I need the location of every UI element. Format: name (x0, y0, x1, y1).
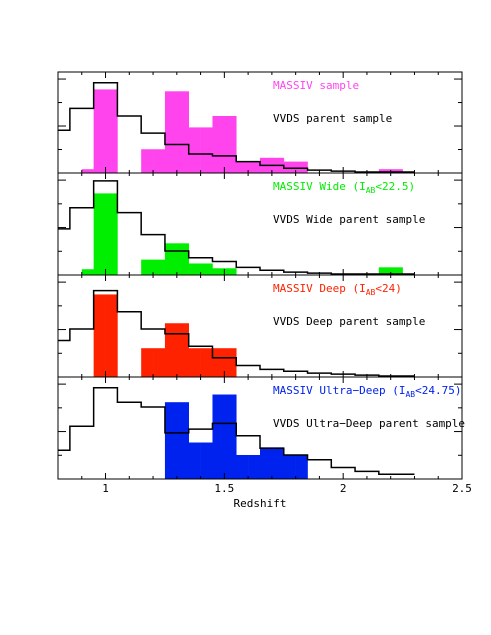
legend-subscript: AB (366, 186, 376, 195)
panel-4: MASSIV Ultra−Deep (IAB<24.75) VVDS Ultra−… (57, 376, 465, 480)
vvds-legend-label: VVDS Deep parent sample (273, 315, 425, 328)
x-axis: 1 1.5 2 2.5 (102, 482, 472, 495)
massiv-bar (378, 267, 392, 275)
massiv-bar (188, 127, 201, 173)
massiv-legend-label: MASSIV Wide (IAB<22.5) (273, 180, 415, 195)
massiv-bar (283, 161, 296, 173)
massiv-bar (224, 394, 237, 479)
massiv-legend-label: MASSIV sample (273, 79, 359, 92)
massiv-bar (164, 402, 178, 479)
legend-tail: <24.75) (415, 384, 461, 397)
massiv-bar (141, 348, 154, 377)
massiv-bar (295, 455, 308, 479)
vvds-step-line (58, 180, 415, 275)
massiv-bar (105, 193, 118, 275)
massiv-bar (200, 442, 213, 479)
massiv-bar (93, 89, 106, 173)
massiv-bar (176, 323, 190, 377)
massiv-legend-label: MASSIV Ultra−Deep (IAB<24.75) (273, 384, 461, 399)
x-tick-label: 2 (340, 482, 347, 495)
x-tick-label: 2.5 (452, 482, 472, 495)
panel-3: MASSIV Deep (IAB<24) VVDS Deep parent sam… (57, 274, 463, 378)
massiv-bar (200, 348, 213, 377)
massiv-bar (153, 259, 166, 275)
massiv-bar (378, 169, 392, 173)
massiv-bar (164, 91, 178, 173)
massiv-bar (93, 294, 106, 377)
legend-subscript: AB (366, 288, 376, 297)
panel-frame (57, 376, 463, 480)
massiv-bar (105, 89, 118, 173)
massiv-bar (188, 263, 201, 275)
massiv-bar (224, 348, 237, 377)
massiv-bar (105, 294, 118, 377)
massiv-bar (212, 394, 225, 479)
massiv-bar (295, 161, 308, 173)
legend-tail: <24) (375, 282, 402, 295)
vvds-step-line (58, 289, 415, 377)
massiv-bar (212, 268, 225, 275)
massiv-bar (236, 161, 249, 173)
histogram-panels: MASSIV sample VVDS parent sample MASSIV Wi… (57, 71, 465, 480)
x-tick-label: 1 (102, 482, 109, 495)
panel-1: MASSIV sample VVDS parent sample (57, 71, 463, 174)
massiv-bar (212, 116, 225, 173)
massiv-bar (212, 348, 225, 377)
vvds-legend-label: VVDS Ultra−Deep parent sample (273, 417, 465, 430)
massiv-bar (176, 402, 190, 479)
vvds-step-line (58, 387, 415, 475)
panel-2: MASSIV Wide (IAB<22.5) VVDS Wide parent s… (57, 172, 463, 276)
massiv-bar (81, 269, 94, 275)
massiv-bar (188, 442, 201, 479)
massiv-bar (224, 116, 237, 173)
vvds-legend-label: VVDS parent sample (273, 112, 392, 125)
massiv-bar (153, 348, 166, 377)
massiv-bar (248, 161, 261, 173)
massiv-bar (200, 127, 213, 173)
massiv-bar (81, 169, 94, 173)
massiv-bar (141, 149, 154, 173)
massiv-bar (176, 243, 190, 275)
massiv-bar (176, 91, 190, 173)
massiv-bar (390, 267, 403, 275)
massiv-bar (153, 149, 166, 173)
vvds-legend-label: VVDS Wide parent sample (273, 213, 425, 226)
massiv-legend-label: MASSIV Deep (IAB<24) (273, 282, 402, 297)
massiv-bar (236, 455, 249, 479)
massiv-bar (260, 447, 273, 479)
massiv-bar (164, 323, 178, 377)
massiv-bar (200, 263, 213, 275)
massiv-bar (224, 268, 237, 275)
massiv-bar (93, 193, 106, 275)
massiv-bar (248, 455, 261, 479)
vvds-step-line (58, 82, 415, 173)
legend-subscript: AB (405, 390, 415, 399)
massiv-bar (283, 455, 296, 479)
massiv-bar (271, 447, 285, 479)
massiv-bar (141, 259, 154, 275)
x-axis-label: Redshift (234, 497, 287, 510)
massiv-bar (164, 243, 178, 275)
legend-tail: <22.5) (375, 180, 415, 193)
x-tick-label: 1.5 (214, 482, 234, 495)
massiv-bar (390, 169, 403, 173)
massiv-bar (188, 348, 201, 377)
